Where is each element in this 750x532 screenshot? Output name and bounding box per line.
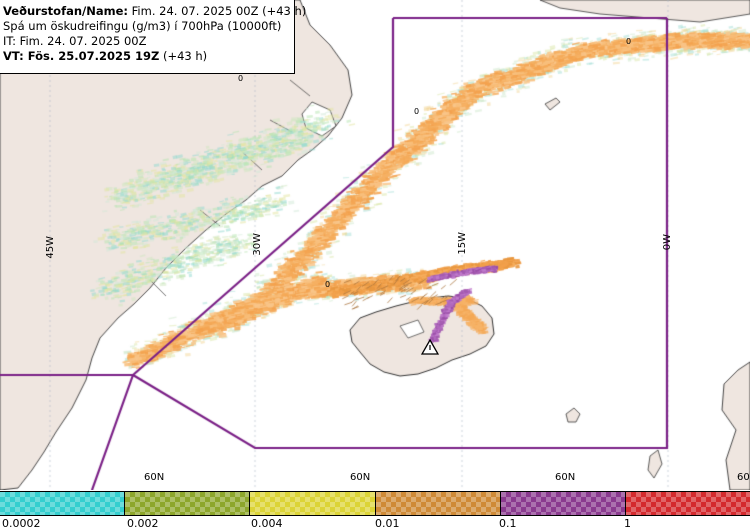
contour-label: 0 (414, 107, 420, 116)
lat-label-1: 60N (144, 472, 165, 483)
legend-label: 0.1 (499, 517, 517, 530)
contour-label: 0 (626, 37, 632, 46)
legend-label: 0.0002 (2, 517, 41, 530)
legend-label: 1 (624, 517, 631, 530)
legend-swatch-yellow (250, 492, 376, 515)
lat-label-2: 60N (350, 472, 371, 483)
legend-label: 0.004 (251, 517, 283, 530)
legend-label: 0.01 (375, 517, 400, 530)
forecast-name-line: Veðurstofan/Name: Fim. 24. 07. 2025 00Z … (3, 4, 306, 19)
lon-label-30w: 30W (252, 233, 263, 256)
warning-triangle-icon (421, 339, 439, 355)
legend-swatch-orange (375, 492, 501, 515)
lon-label-0w: 0W (662, 234, 673, 251)
valid-time-line: VT: Fös. 25.07.2025 19Z (+43 h) (3, 49, 294, 64)
forecast-description: Spá um öskudreifingu (g/m3) í 700hPa (10… (3, 19, 282, 33)
color-legend (0, 491, 750, 516)
legend-swatch-red (625, 492, 750, 515)
legend-swatch-purple (500, 492, 626, 515)
forecast-info-box: Veðurstofan/Name: Fim. 24. 07. 2025 00Z … (0, 0, 306, 74)
contour-label: 0 (238, 74, 244, 83)
legend-labels: 0.0002 0.002 0.004 0.01 0.1 1 (0, 516, 750, 532)
valid-time-offset: (+43 h) (162, 49, 208, 63)
lon-label-15w: 15W (457, 232, 468, 255)
ash-map (0, 0, 750, 490)
lat-label-3: 60N (555, 472, 576, 483)
legend-swatch-olive (125, 492, 251, 515)
name-label: Veðurstofan/Name: (3, 4, 128, 18)
contour-label: 0 (325, 280, 331, 289)
lon-label-45w: 45W (45, 236, 56, 259)
initial-time: IT: Fim. 24. 07. 2025 00Z (3, 34, 147, 48)
valid-time-label: VT: Fös. 25.07.2025 19Z (3, 49, 160, 63)
legend-swatch-teal (0, 492, 126, 515)
lat-label-4: 60N (737, 472, 750, 483)
name-value: Fim. 24. 07. 2025 00Z (+43 h) (131, 4, 307, 18)
legend-label: 0.002 (127, 517, 159, 530)
